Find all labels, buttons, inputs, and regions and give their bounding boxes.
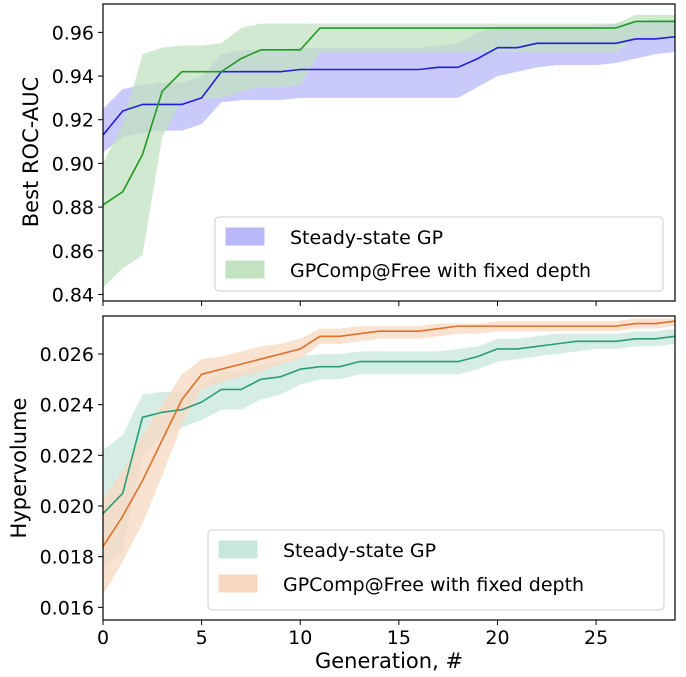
hypervolume-line-steady-state	[102, 335, 676, 515]
hypervolume-y-ticks: 0.016 0.018 0.020 0.022 0.024 0.026	[40, 344, 103, 619]
hypervolume-y-tick-label: 0.020	[40, 496, 94, 518]
roc-auc-y-tick-label: 0.86	[52, 241, 94, 263]
hypervolume-legend-label-steady-state: Steady-state GP	[283, 540, 436, 562]
roc-auc-panel: 0.84 0.86 0.88 0.90 0.92 0.94 0.96 Best ROC-AU…	[19, 3, 676, 306]
hypervolume-y-tick-label: 0.024	[40, 395, 94, 417]
hypervolume-band-steady-state	[103, 328, 675, 570]
roc-auc-y-tick-label: 0.88	[52, 197, 94, 219]
roc-auc-legend-swatch-gpcomp	[225, 260, 265, 279]
hypervolume-plot-frame	[102, 315, 676, 621]
roc-auc-y-tick-label: 0.94	[52, 66, 94, 88]
hypervolume-y-tick-label: 0.018	[40, 547, 94, 569]
hypervolume-legend-frame	[207, 529, 665, 611]
hypervolume-x-tick-label: 25	[584, 627, 608, 649]
roc-auc-y-tick-label: 0.96	[52, 22, 94, 44]
roc-auc-x-ticks	[102, 301, 597, 306]
roc-auc-y-tick-label: 0.92	[52, 110, 94, 132]
roc-auc-legend-label-steady-state: Steady-state GP	[290, 227, 443, 249]
x-axis-title: Generation, #	[315, 649, 463, 673]
roc-auc-y-axis-title: Best ROC-AUC	[19, 77, 43, 227]
roc-auc-legend-label-gpcomp: GPComp@Free with fixed depth	[290, 260, 591, 282]
roc-auc-legend: Steady-state GP GPComp@Free with fixed d…	[214, 216, 664, 292]
roc-auc-y-tick-label: 0.84	[52, 284, 94, 306]
roc-auc-lines	[102, 20, 676, 206]
hypervolume-bands	[103, 318, 675, 595]
roc-auc-legend-frame	[214, 216, 664, 292]
hypervolume-y-axis-title: Hypervolume	[7, 398, 31, 539]
hypervolume-x-tick-label: 10	[288, 627, 312, 649]
hypervolume-y-tick-label: 0.022	[40, 445, 94, 467]
hypervolume-y-tick-label: 0.026	[40, 344, 94, 366]
roc-auc-bands	[103, 14, 675, 288]
hypervolume-legend-swatch-steady-state	[218, 540, 258, 559]
hypervolume-x-tick-label: 0	[97, 627, 109, 649]
hypervolume-legend-label-gpcomp: GPComp@Free with fixed depth	[283, 574, 584, 596]
roc-auc-line-gpcomp	[102, 20, 675, 206]
hypervolume-x-tick-label: 15	[387, 627, 411, 649]
roc-auc-line-steady-state	[102, 35, 676, 136]
hypervolume-lines	[102, 320, 676, 547]
hypervolume-y-tick-label: 0.016	[40, 597, 94, 619]
roc-auc-legend-swatch-steady-state	[225, 227, 265, 246]
hypervolume-x-tick-label: 20	[485, 627, 509, 649]
roc-auc-plot-frame	[102, 3, 676, 302]
hypervolume-legend: Steady-state GP GPComp@Free with fixed d…	[207, 529, 665, 611]
hypervolume-x-tick-label: 5	[196, 627, 208, 649]
hypervolume-x-ticks: 0 5 10 15 20 25	[97, 620, 608, 649]
hypervolume-line-gpcomp	[102, 320, 676, 547]
roc-auc-y-ticks: 0.84 0.86 0.88 0.90 0.92 0.94 0.96	[52, 22, 103, 306]
roc-auc-band-gpcomp	[103, 14, 675, 288]
roc-auc-y-tick-label: 0.90	[52, 153, 94, 175]
hypervolume-panel: 0 5 10 15 20 25 0.016 0.018 0.020 0.022 0.024 0.02…	[7, 315, 676, 673]
hypervolume-legend-swatch-gpcomp	[218, 574, 258, 593]
